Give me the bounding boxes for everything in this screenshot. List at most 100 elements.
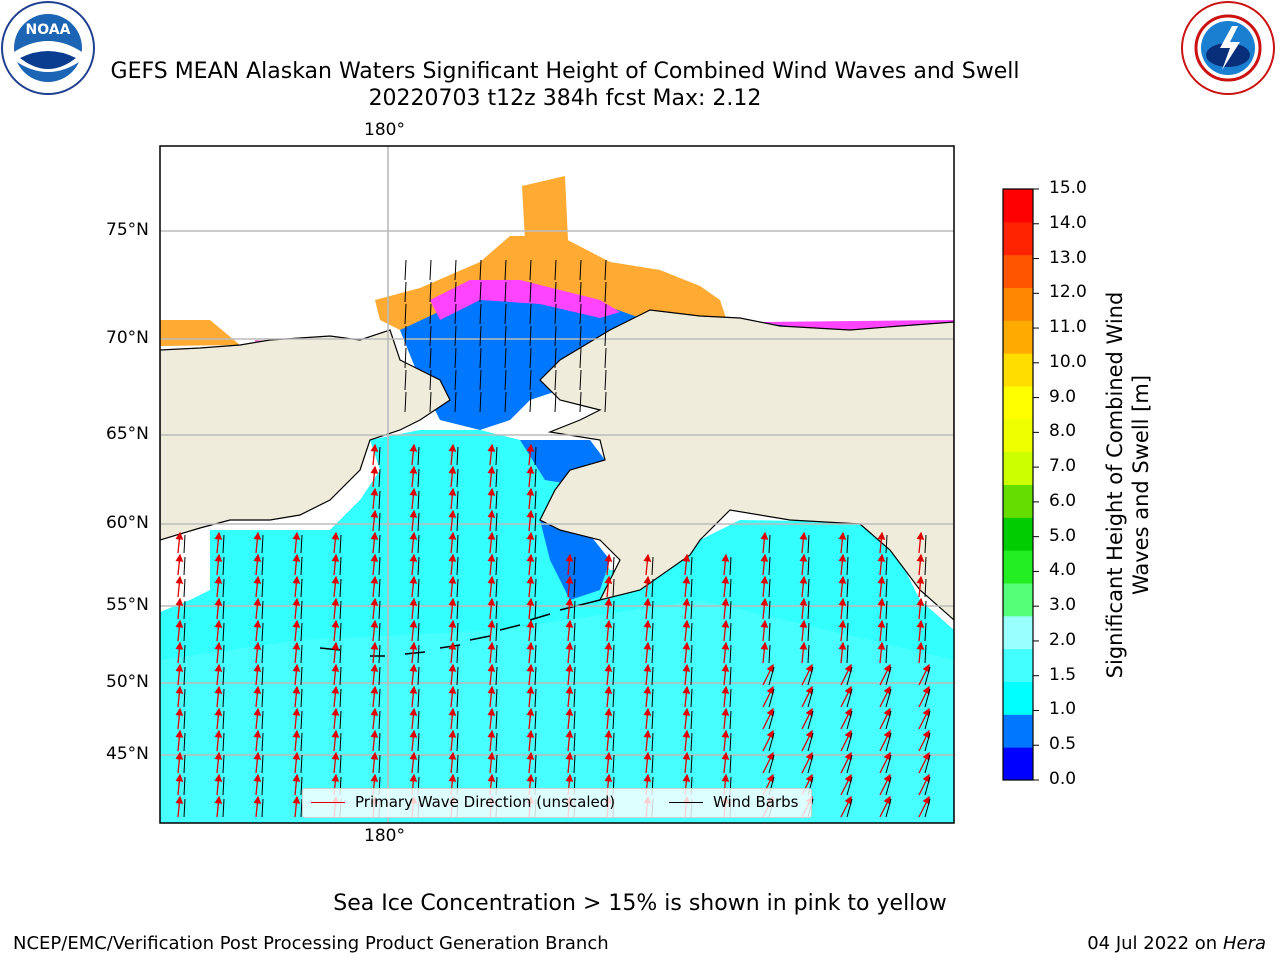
- wind-barb: [222, 710, 225, 730]
- wind-barb: [183, 666, 186, 686]
- wind-barb: [479, 325, 482, 347]
- wind-barb: [479, 391, 482, 413]
- wind-barb: [495, 600, 498, 620]
- wind-barb: [579, 303, 582, 325]
- wave-direction-arrow: [760, 575, 769, 598]
- colorbar-tick-label: 0.5: [1049, 734, 1077, 755]
- colorbar-segment: [1003, 747, 1033, 781]
- wind-barb: [495, 754, 498, 774]
- wave-direction-arrow: [409, 597, 418, 620]
- wind-barb: [768, 600, 771, 620]
- wind-barb: [534, 512, 537, 532]
- wave-direction-arrow: [253, 773, 262, 796]
- wave-direction-arrow: [409, 575, 418, 598]
- wind-barb: [612, 556, 615, 576]
- wave-direction-arrow: [877, 619, 886, 642]
- wave-direction-arrow: [487, 509, 496, 532]
- wave-direction-arrow: [409, 531, 418, 554]
- colorbar-tick-label: 1.5: [1049, 664, 1077, 685]
- wave-direction-arrow: [565, 597, 574, 620]
- wind-barb: [456, 688, 459, 708]
- wave-direction-arrow: [370, 751, 379, 774]
- wind-barb: [261, 578, 264, 598]
- wave-direction-arrow: [253, 597, 262, 620]
- wind-barb: [612, 754, 615, 774]
- wind-barb: [429, 391, 432, 413]
- wave-direction-arrow: [409, 487, 418, 510]
- colorbar-tick-label: 12.0: [1049, 282, 1087, 303]
- colorbar-segment: [1003, 287, 1033, 321]
- wind-barb: [885, 666, 892, 686]
- wave-direction-arrow: [801, 685, 813, 708]
- wave-direction-arrow: [526, 641, 535, 664]
- wave-direction-arrow: [604, 707, 613, 730]
- colorbar-tick-label: 14.0: [1049, 212, 1087, 233]
- colorbar-segment: [1003, 550, 1033, 584]
- wind-barb: [222, 666, 225, 686]
- wind-barb: [846, 732, 853, 752]
- wave-direction-arrows: [175, 259, 931, 818]
- wave-direction-arrow: [838, 575, 847, 598]
- wave-direction-arrow: [487, 597, 496, 620]
- wave-direction-arrow: [409, 443, 418, 466]
- wind-barb: [807, 622, 810, 642]
- wind-barb: [604, 369, 607, 391]
- colorbar-tick-label: 10.0: [1049, 351, 1087, 372]
- wave-direction-arrow: [918, 729, 930, 752]
- wind-barb: [495, 622, 498, 642]
- wave-direction-arrow: [214, 795, 223, 818]
- wave-direction-arrow: [253, 707, 262, 730]
- wave-direction-arrow: [565, 729, 574, 752]
- wave-direction-arrow: [214, 707, 223, 730]
- wind-barb: [573, 622, 576, 642]
- wave-direction-arrow: [214, 685, 223, 708]
- wind-barb: [429, 303, 432, 325]
- wave-direction-arrow: [918, 773, 930, 796]
- wave-direction-arrow: [840, 685, 852, 708]
- wave-direction-arrow: [879, 729, 891, 752]
- wind-barb: [339, 688, 342, 708]
- wave-direction-arrow: [760, 597, 769, 620]
- colorbar-segment: [1003, 583, 1033, 617]
- wind-barb: [222, 754, 225, 774]
- wave-direction-arrow: [487, 531, 496, 554]
- wave-direction-arrow: [682, 685, 691, 708]
- wave-direction-arrow: [448, 597, 457, 620]
- wave-direction-arrow: [801, 663, 813, 686]
- wind-barb: [429, 369, 432, 391]
- wind-barb: [534, 490, 537, 510]
- wind-barb: [690, 666, 693, 686]
- wind-barb: [339, 732, 342, 752]
- wave-direction-arrow: [331, 575, 340, 598]
- wind-barb: [300, 710, 303, 730]
- wave-direction-arrow: [448, 751, 457, 774]
- wave-direction-arrow: [760, 641, 769, 664]
- wave-direction-arrow: [799, 553, 808, 576]
- wave-direction-arrow: [292, 729, 301, 752]
- wind-barb: [456, 578, 459, 598]
- wind-barb: [378, 512, 381, 532]
- wave-direction-arrow: [370, 619, 379, 642]
- wind-barb: [454, 369, 457, 391]
- wave-direction-arrow: [526, 619, 535, 642]
- wind-barb: [846, 534, 849, 554]
- wave-direction-arrow: [409, 729, 418, 752]
- wind-barb: [261, 622, 264, 642]
- wave-direction-arrow: [565, 619, 574, 642]
- wind-barb: [554, 391, 557, 413]
- wind-barb: [554, 369, 557, 391]
- wind-barb: [429, 259, 432, 281]
- colorbar-tick-label: 5.0: [1049, 525, 1077, 546]
- wind-barb: [183, 776, 186, 796]
- wind-barb: [222, 688, 225, 708]
- wave-direction-arrow: [918, 685, 930, 708]
- wind-barb: [456, 490, 459, 510]
- wind-barb: [534, 534, 537, 554]
- wave-direction-arrow: [214, 531, 223, 554]
- wind-barb: [378, 578, 381, 598]
- wind-barb: [612, 622, 615, 642]
- wind-barb: [339, 534, 342, 554]
- wind-barb: [504, 391, 507, 413]
- wind-barb: [579, 347, 582, 369]
- wind-barb: [417, 512, 420, 532]
